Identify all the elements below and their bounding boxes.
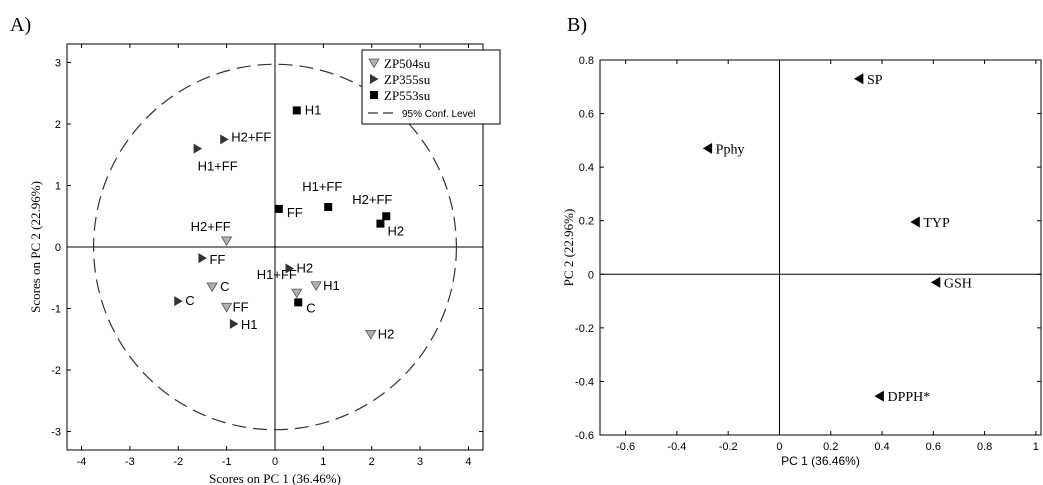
scores-point <box>376 219 385 228</box>
point-label: C <box>220 279 229 294</box>
y-tick-label: 0 <box>588 269 594 281</box>
point-label: H2 <box>387 224 404 239</box>
scores-point <box>310 281 322 292</box>
scores-point <box>229 318 239 329</box>
y-tick-label: 0 <box>55 242 61 254</box>
panel-b-label: B) <box>567 14 587 36</box>
y-tick-label: 3 <box>55 57 61 69</box>
point-label: TYP <box>923 216 950 231</box>
loading-point <box>930 276 941 288</box>
y-tick-label: -0.4 <box>575 376 594 388</box>
x-tick-label: -4 <box>77 456 87 468</box>
scores-point <box>382 212 391 221</box>
loading-point <box>702 142 713 154</box>
y-tick-label: 0.2 <box>579 216 594 228</box>
x-tick-label: 3 <box>417 456 423 468</box>
legend-entry: 95% Conf. Level <box>402 109 475 120</box>
point-label: GSH <box>944 276 972 291</box>
x-tick-label: -0.6 <box>616 441 635 453</box>
x-tick-label: 0.6 <box>926 441 941 453</box>
scores-point <box>274 204 283 213</box>
plot-frame-b <box>599 59 1042 436</box>
x-tick-label: -3 <box>125 456 135 468</box>
legend-entry: ZP355su <box>384 72 431 87</box>
point-label: H1+FF <box>198 159 238 174</box>
x-tick-label: 4 <box>465 456 471 468</box>
x-tick-label: 0.8 <box>977 441 992 453</box>
legend-box <box>361 49 501 125</box>
scores-point <box>365 329 377 340</box>
y-axis-label: Scores on PC 2 (22.96%) <box>28 181 43 313</box>
point-label: C <box>185 293 194 308</box>
point-label: H1+FF <box>302 179 342 194</box>
y-axis-label: PC 2 (22.96%) <box>561 209 576 287</box>
confidence-ellipse <box>93 63 457 431</box>
y-tick-label: 0.8 <box>579 55 594 67</box>
scores-point <box>285 263 295 274</box>
legend-marker <box>368 58 380 69</box>
scores-point <box>193 143 203 154</box>
point-label: H2+FF <box>231 129 271 144</box>
y-tick-label: -3 <box>51 427 61 439</box>
point-label: FF <box>233 299 249 314</box>
y-tick-label: -0.6 <box>575 430 594 442</box>
y-tick-label: -2 <box>51 365 61 377</box>
point-label: H2 <box>378 326 395 341</box>
x-tick-label: -0.4 <box>667 441 686 453</box>
point-label: H2+FF <box>352 192 392 207</box>
scores-point <box>198 253 207 264</box>
loading-point <box>910 216 920 228</box>
point-label: FF <box>209 252 225 267</box>
scores-point <box>294 298 303 307</box>
x-tick-label: -2 <box>173 456 183 468</box>
x-tick-label: 1 <box>320 456 326 468</box>
x-tick-label: 0 <box>272 456 278 468</box>
x-tick-label: -1 <box>222 456 232 468</box>
y-tick-label: 2 <box>55 119 61 131</box>
loading-point <box>854 73 864 85</box>
legend-entry: ZP553su <box>384 88 431 103</box>
scores-point <box>291 288 303 299</box>
scores-point <box>220 134 229 145</box>
point-label: H2+FF <box>191 219 231 234</box>
point-label: FF <box>287 205 303 220</box>
x-tick-label: 1 <box>1033 441 1039 453</box>
x-axis-label: Scores on PC 1 (36.46%) <box>209 471 341 485</box>
y-tick-label: -1 <box>51 304 61 316</box>
x-tick-label: 0.4 <box>874 441 889 453</box>
point-label: H2 <box>297 261 314 276</box>
point-label: C <box>306 300 315 315</box>
point-label: Pphy <box>716 142 745 157</box>
x-axis-label: PC 1 (36.46%) <box>781 454 860 468</box>
x-tick-label: 0 <box>776 441 782 453</box>
scores-point <box>220 302 233 313</box>
scores-point <box>220 236 233 247</box>
point-label: H1 <box>323 278 340 293</box>
y-tick-label: 0.6 <box>579 109 594 121</box>
legend-entry: ZP504su <box>384 56 431 71</box>
scores-point <box>292 106 301 115</box>
legend-marker <box>370 74 379 84</box>
y-tick-label: 1 <box>55 180 61 192</box>
x-tick-label: -0.2 <box>719 441 738 453</box>
x-tick-label: 0.2 <box>823 441 838 453</box>
scores-point <box>174 296 183 307</box>
point-label: DPPH* <box>887 390 930 405</box>
x-tick-label: 2 <box>369 456 375 468</box>
scores-point <box>206 282 218 293</box>
loading-point <box>874 390 884 402</box>
point-label: H1 <box>305 102 322 117</box>
legend-marker <box>370 91 378 99</box>
y-tick-label: -0.2 <box>575 323 594 335</box>
point-label: SP <box>867 73 883 88</box>
panel-a-label: A) <box>10 14 32 36</box>
y-tick-label: 0.4 <box>579 162 594 174</box>
point-label: H1 <box>241 317 258 332</box>
scores-point <box>324 203 333 212</box>
